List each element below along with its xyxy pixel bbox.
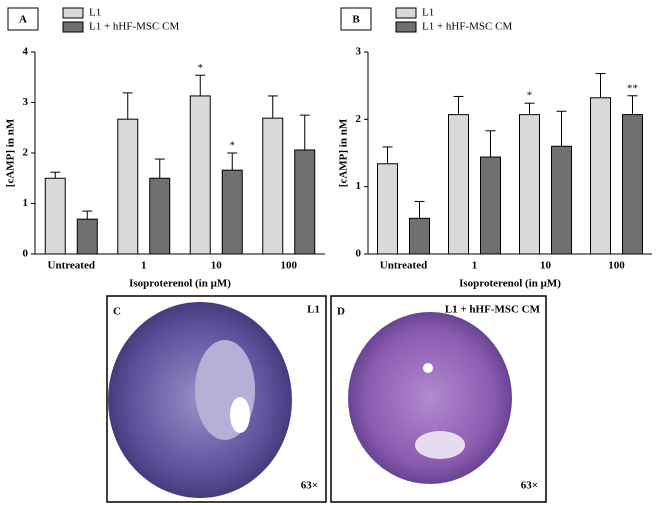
image-label: L1: [307, 304, 320, 316]
magnification: 63×: [521, 480, 538, 492]
image-letter: C: [113, 306, 121, 318]
legend-label: L1: [422, 7, 434, 19]
bar: [377, 163, 398, 255]
legend-label: L1 + hHF-MSC CM: [422, 21, 512, 33]
y-axis-label: [cAMP] in nM: [5, 118, 17, 187]
x-tick-label: 1: [472, 260, 478, 272]
image-label: L1 + hHF-MSC CM: [445, 304, 541, 316]
image-d: [330, 295, 547, 503]
image-c: [106, 295, 327, 503]
bar: [262, 117, 284, 255]
x-tick-label: 10: [540, 260, 552, 272]
bar: [294, 149, 316, 255]
magnification: 63×: [301, 480, 318, 492]
bar: [590, 97, 611, 255]
x-tick-label: 100: [281, 260, 298, 272]
x-tick-label: Untreated: [380, 260, 427, 272]
panel-letter: B: [352, 14, 360, 26]
image-letter: D: [337, 306, 345, 318]
legend-swatch: [62, 7, 84, 19]
bar: [44, 177, 66, 255]
y-tick-label: 0: [23, 248, 29, 260]
bar: [480, 156, 501, 255]
bar: [409, 217, 430, 255]
y-tick-label: 3: [356, 46, 362, 58]
panel-box: [340, 7, 372, 31]
legend-swatch: [395, 21, 417, 33]
x-tick-label: 1: [141, 260, 147, 272]
panel-box: [7, 7, 39, 31]
bar: [76, 218, 98, 255]
legend-swatch: [62, 21, 84, 33]
y-tick-label: 2: [23, 147, 29, 159]
bar: [551, 145, 572, 255]
y-tick-label: 4: [23, 46, 29, 58]
legend-label: L1: [89, 7, 101, 19]
bar: [149, 177, 171, 255]
y-tick-label: 1: [356, 180, 362, 192]
panel-letter: A: [19, 14, 27, 26]
significance-mark: **: [627, 82, 638, 94]
y-axis-label: [cAMP] in nM: [338, 118, 350, 187]
bar: [622, 114, 643, 255]
x-axis-label: Isoproterenol (in μM): [459, 278, 561, 290]
y-tick-label: 0: [356, 248, 362, 260]
x-tick-label: Untreated: [48, 260, 95, 272]
legend-swatch: [395, 7, 417, 19]
y-tick-label: 2: [356, 113, 362, 125]
bar: [221, 169, 243, 255]
significance-mark: *: [230, 140, 236, 152]
bar: [448, 114, 469, 255]
y-tick-label: 3: [23, 96, 29, 108]
legend-label: L1 + hHF-MSC CM: [89, 21, 179, 33]
bar: [189, 95, 211, 255]
y-tick-label: 1: [23, 197, 29, 209]
x-tick-label: 100: [608, 260, 625, 272]
bar: [117, 118, 139, 255]
significance-mark: *: [198, 62, 204, 74]
x-axis-label: Isoproterenol (in μM): [129, 278, 231, 290]
x-tick-label: 10: [211, 260, 223, 272]
significance-mark: *: [527, 90, 533, 102]
bar: [519, 114, 540, 255]
